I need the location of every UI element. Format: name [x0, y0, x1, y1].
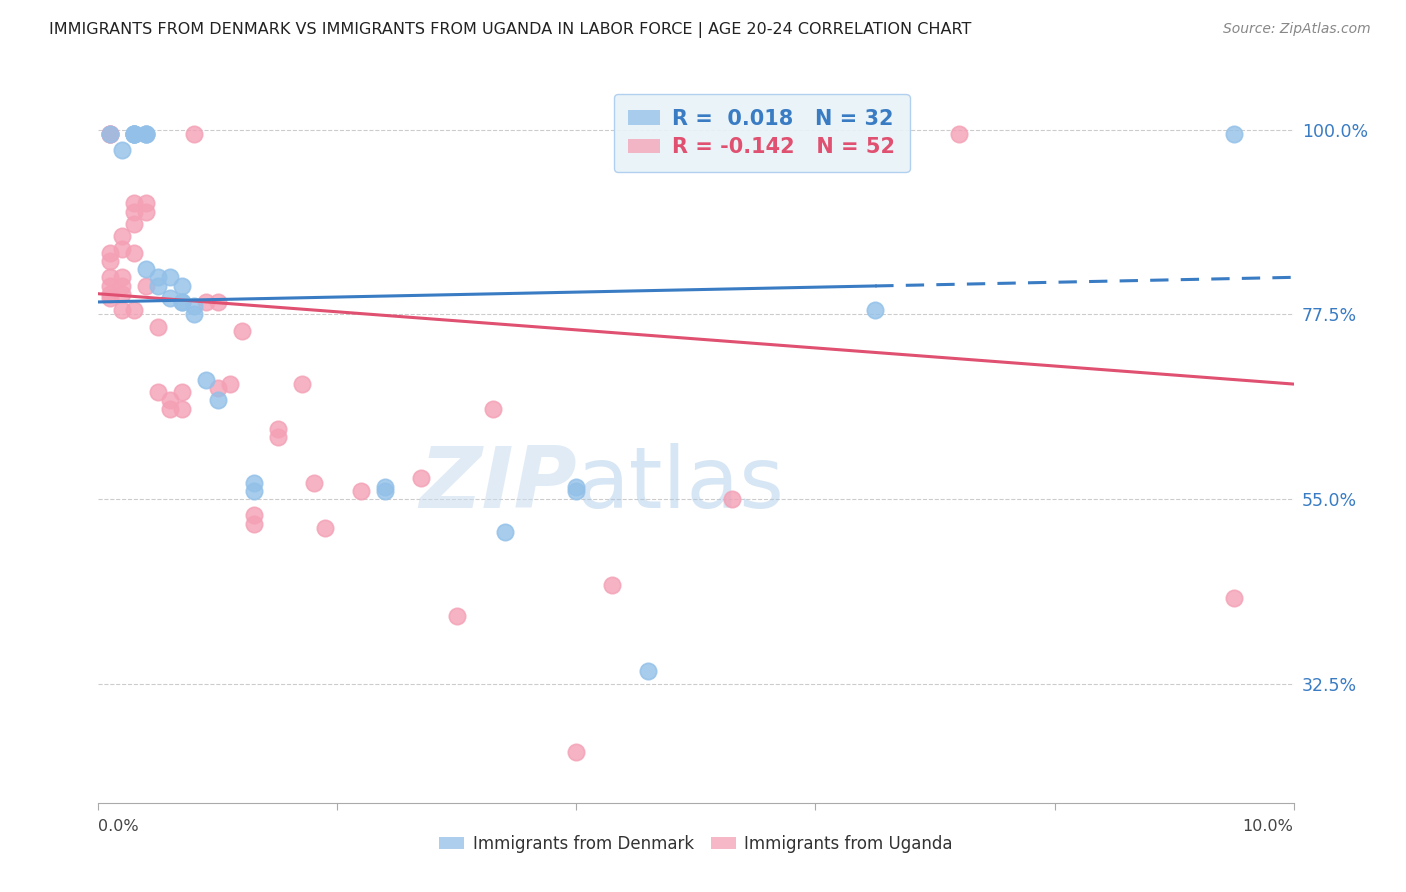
Point — [148, 319, 170, 334]
Point — [291, 377, 314, 392]
Point — [98, 127, 122, 141]
Point — [98, 127, 122, 141]
Point — [565, 483, 588, 498]
Point — [865, 303, 887, 318]
Text: Source: ZipAtlas.com: Source: ZipAtlas.com — [1223, 22, 1371, 37]
Point — [148, 270, 170, 285]
Point — [411, 471, 433, 485]
Point — [948, 127, 970, 141]
Point — [350, 483, 373, 498]
Point — [135, 127, 157, 141]
Point — [98, 253, 122, 268]
Text: 10.0%: 10.0% — [1243, 819, 1294, 834]
Point — [98, 127, 122, 141]
Point — [195, 373, 218, 387]
Point — [172, 385, 194, 400]
Text: ZIP: ZIP — [419, 443, 576, 526]
Point — [207, 295, 229, 310]
Point — [124, 245, 146, 260]
Point — [124, 196, 146, 211]
Point — [111, 143, 134, 157]
Point — [148, 278, 170, 293]
Point — [98, 278, 122, 293]
Point — [111, 278, 134, 293]
Point — [135, 196, 157, 211]
Point — [124, 127, 146, 141]
Text: 0.0%: 0.0% — [98, 819, 139, 834]
Point — [172, 295, 194, 310]
Point — [124, 204, 146, 219]
Text: IMMIGRANTS FROM DENMARK VS IMMIGRANTS FROM UGANDA IN LABOR FORCE | AGE 20-24 COR: IMMIGRANTS FROM DENMARK VS IMMIGRANTS FR… — [49, 22, 972, 38]
Point — [98, 291, 122, 305]
Point — [98, 286, 122, 301]
Point — [135, 278, 157, 293]
Point — [111, 242, 134, 256]
Point — [243, 475, 266, 490]
Point — [135, 204, 157, 219]
Point — [124, 127, 146, 141]
Point — [124, 127, 146, 141]
Point — [172, 295, 194, 310]
Point — [148, 385, 170, 400]
Point — [602, 578, 624, 592]
Point — [195, 295, 218, 310]
Point — [98, 127, 122, 141]
Point — [135, 262, 157, 277]
Point — [565, 745, 588, 759]
Point — [124, 217, 146, 231]
Point — [231, 324, 253, 338]
Point — [159, 393, 181, 408]
Point — [124, 127, 146, 141]
Point — [1223, 127, 1246, 141]
Point — [243, 508, 266, 523]
Point — [159, 270, 181, 285]
Point — [207, 393, 229, 408]
Legend: Immigrants from Denmark, Immigrants from Uganda: Immigrants from Denmark, Immigrants from… — [433, 828, 959, 860]
Point — [721, 491, 744, 506]
Point — [302, 475, 325, 490]
Point — [98, 245, 122, 260]
Point — [111, 270, 134, 285]
Point — [159, 291, 181, 305]
Point — [243, 483, 266, 498]
Point — [637, 665, 659, 679]
Point — [124, 127, 146, 141]
Point — [183, 127, 205, 141]
Point — [98, 270, 122, 285]
Point — [267, 422, 290, 436]
Point — [494, 524, 516, 539]
Point — [111, 286, 134, 301]
Point — [183, 299, 205, 313]
Point — [124, 303, 146, 318]
Point — [1223, 591, 1246, 605]
Point — [374, 483, 396, 498]
Point — [135, 127, 157, 141]
Point — [183, 307, 205, 321]
Point — [172, 278, 194, 293]
Point — [135, 127, 157, 141]
Point — [243, 516, 266, 531]
Point — [267, 430, 290, 444]
Point — [159, 401, 181, 416]
Point — [446, 608, 468, 623]
Text: atlas: atlas — [576, 443, 785, 526]
Point — [374, 480, 396, 494]
Point — [111, 229, 134, 244]
Point — [172, 401, 194, 416]
Point — [111, 303, 134, 318]
Point — [219, 377, 242, 392]
Point — [207, 381, 229, 395]
Point — [565, 480, 588, 494]
Point — [482, 401, 505, 416]
Point — [315, 521, 337, 535]
